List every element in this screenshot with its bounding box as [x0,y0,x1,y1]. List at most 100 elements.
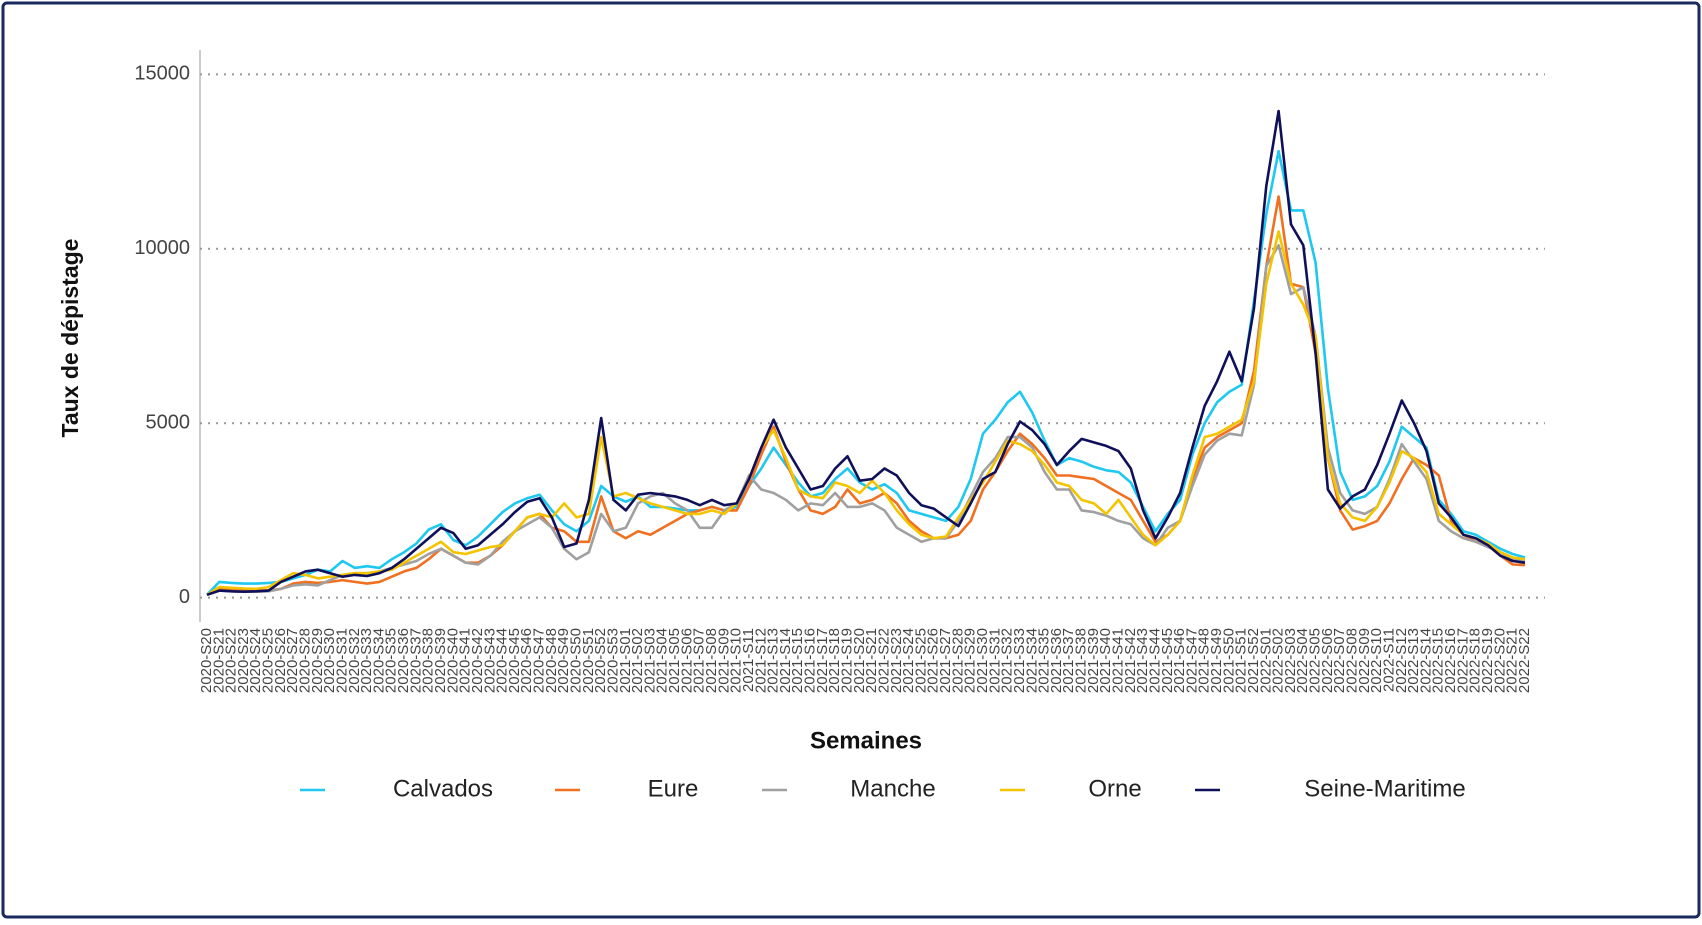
y-axis-title: Taux de dépistage [57,239,83,438]
x-tick-label: 2021-S11 [740,628,757,692]
x-axis-title: Semaines [810,727,922,754]
x-tick-label: 2021-S12 [752,628,769,693]
y-tick-label: 10000 [134,237,190,259]
x-tick-label: 2020-S25 [260,628,277,693]
x-tick-label: 2020-S48 [543,628,560,693]
x-tick-label: 2020-S51 [580,628,597,693]
x-tick-label: 2021-S01 [617,628,634,693]
x-tick-label: 2021-S48 [1196,628,1213,693]
x-tick-label: 2020-S31 [333,628,350,693]
x-tick-label: 2022-S02 [1270,628,1287,693]
x-tick-label: 2021-S13 [765,628,782,693]
x-tick-label: 2022-S03 [1282,628,1299,693]
x-tick-label: 2021-S41 [1109,628,1126,693]
x-tick-label: 2021-S03 [641,628,658,693]
x-tick-label: 2022-S04 [1294,628,1311,693]
x-tick-label: 2020-S30 [321,628,338,693]
x-tick-label: 2021-S45 [1159,628,1176,693]
x-tick-label: 2020-S24 [247,628,264,693]
x-tick-label: 2022-S09 [1356,628,1373,693]
x-tick-label: 2020-S29 [309,628,326,693]
x-tick-label: 2021-S17 [814,628,831,693]
legend-label: Orne [1088,775,1141,802]
x-tick-label: 2022-S22 [1516,628,1533,693]
x-tick-label: 2021-S31 [986,628,1003,693]
x-tick-label: 2020-S45 [506,628,523,693]
x-tick-label: 2022-S17 [1454,628,1471,693]
legend-label: Seine-Maritime [1304,775,1465,802]
x-tick-label: 2021-S14 [777,628,794,693]
x-tick-label: 2020-S38 [420,628,437,693]
x-tick-label: 2021-S08 [703,628,720,693]
x-tick-label: 2022-S08 [1344,628,1361,693]
x-tick-label: 2022-S01 [1257,628,1274,693]
x-tick-label: 2021-S52 [1245,628,1262,693]
x-tick-label: 2020-S28 [297,628,314,693]
legend-label: Manche [850,775,935,802]
x-tick-label: 2020-S53 [604,628,621,693]
x-tick-label: 2020-S21 [210,628,227,693]
x-tick-label: 2021-S43 [1134,628,1151,693]
y-tick-label: 0 [179,586,190,608]
x-tick-label: 2020-S37 [407,628,424,693]
series-line [206,230,1526,596]
x-tick-label: 2020-S39 [432,628,449,693]
x-tick-label: 2020-S41 [457,628,474,693]
x-tick-label: 2021-S22 [875,628,892,693]
x-tick-label: 2021-S21 [863,628,880,693]
legend-label: Eure [648,775,699,802]
x-tick-label: 2022-S21 [1504,628,1521,693]
x-tick-label: 2021-S49 [1208,628,1225,693]
x-tick-label: 2022-S07 [1331,628,1348,693]
x-tick-label: 2020-S20 [198,628,215,693]
x-tick-label: 2021-S35 [1036,628,1053,693]
x-tick-label: 2021-S06 [678,628,695,693]
x-tick-label: 2021-S15 [789,628,806,693]
x-tick-label: 2020-S49 [555,628,572,693]
x-tick-label: 2020-S26 [272,628,289,693]
x-tick-label: 2022-S10 [1368,628,1385,693]
x-tick-label: 2021-S42 [1122,628,1139,693]
x-tick-label: 2021-S05 [666,628,683,693]
x-tick-label: 2021-S33 [1011,628,1028,693]
x-tick-label: 2020-S32 [346,628,363,693]
x-tick-label: 2022-S05 [1307,628,1324,693]
x-tick-label: 2021-S40 [1097,628,1114,693]
x-tick-label: 2020-S44 [494,628,511,693]
x-tick-label: 2020-S42 [469,628,486,693]
series-line [206,109,1526,597]
x-tick-label: 2021-S07 [691,628,708,693]
x-tick-label: 2020-S33 [358,628,375,693]
x-tick-label: 2022-S18 [1467,628,1484,693]
x-tick-label: 2020-S27 [284,628,301,693]
x-tick-label: 2022-S19 [1479,628,1496,693]
x-tick-label: 2021-S28 [949,628,966,693]
x-tick-label: 2021-S29 [962,628,979,693]
legend-label: Calvados [393,775,493,802]
x-tick-label: 2021-S02 [629,628,646,693]
x-tick-label: 2022-S11 [1380,628,1397,692]
x-tick-label: 2021-S47 [1183,628,1200,693]
x-tick-label: 2020-S22 [223,628,240,693]
x-tick-label: 2021-S24 [900,628,917,693]
x-tick-label: 2022-S16 [1442,628,1459,693]
x-tick-label: 2021-S27 [937,628,954,693]
x-tick-label: 2021-S20 [851,628,868,693]
y-tick-label: 5000 [146,411,191,433]
x-tick-label: 2022-S13 [1405,628,1422,693]
x-tick-label: 2020-S23 [235,628,252,693]
x-tick-label: 2021-S10 [728,628,745,693]
y-tick-label: 15000 [134,63,190,85]
x-tick-label: 2022-S20 [1491,628,1508,693]
x-tick-label: 2021-S19 [838,628,855,693]
x-tick-label: 2020-S52 [592,628,609,693]
x-tick-label: 2021-S50 [1220,628,1237,693]
x-tick-label: 2020-S46 [518,628,535,693]
x-tick-label: 2020-S35 [383,628,400,693]
x-tick-label: 2021-S39 [1085,628,1102,693]
x-tick-label: 2020-S40 [444,628,461,693]
x-tick-label: 2021-S34 [1023,628,1040,693]
x-tick-label: 2021-S26 [925,628,942,693]
